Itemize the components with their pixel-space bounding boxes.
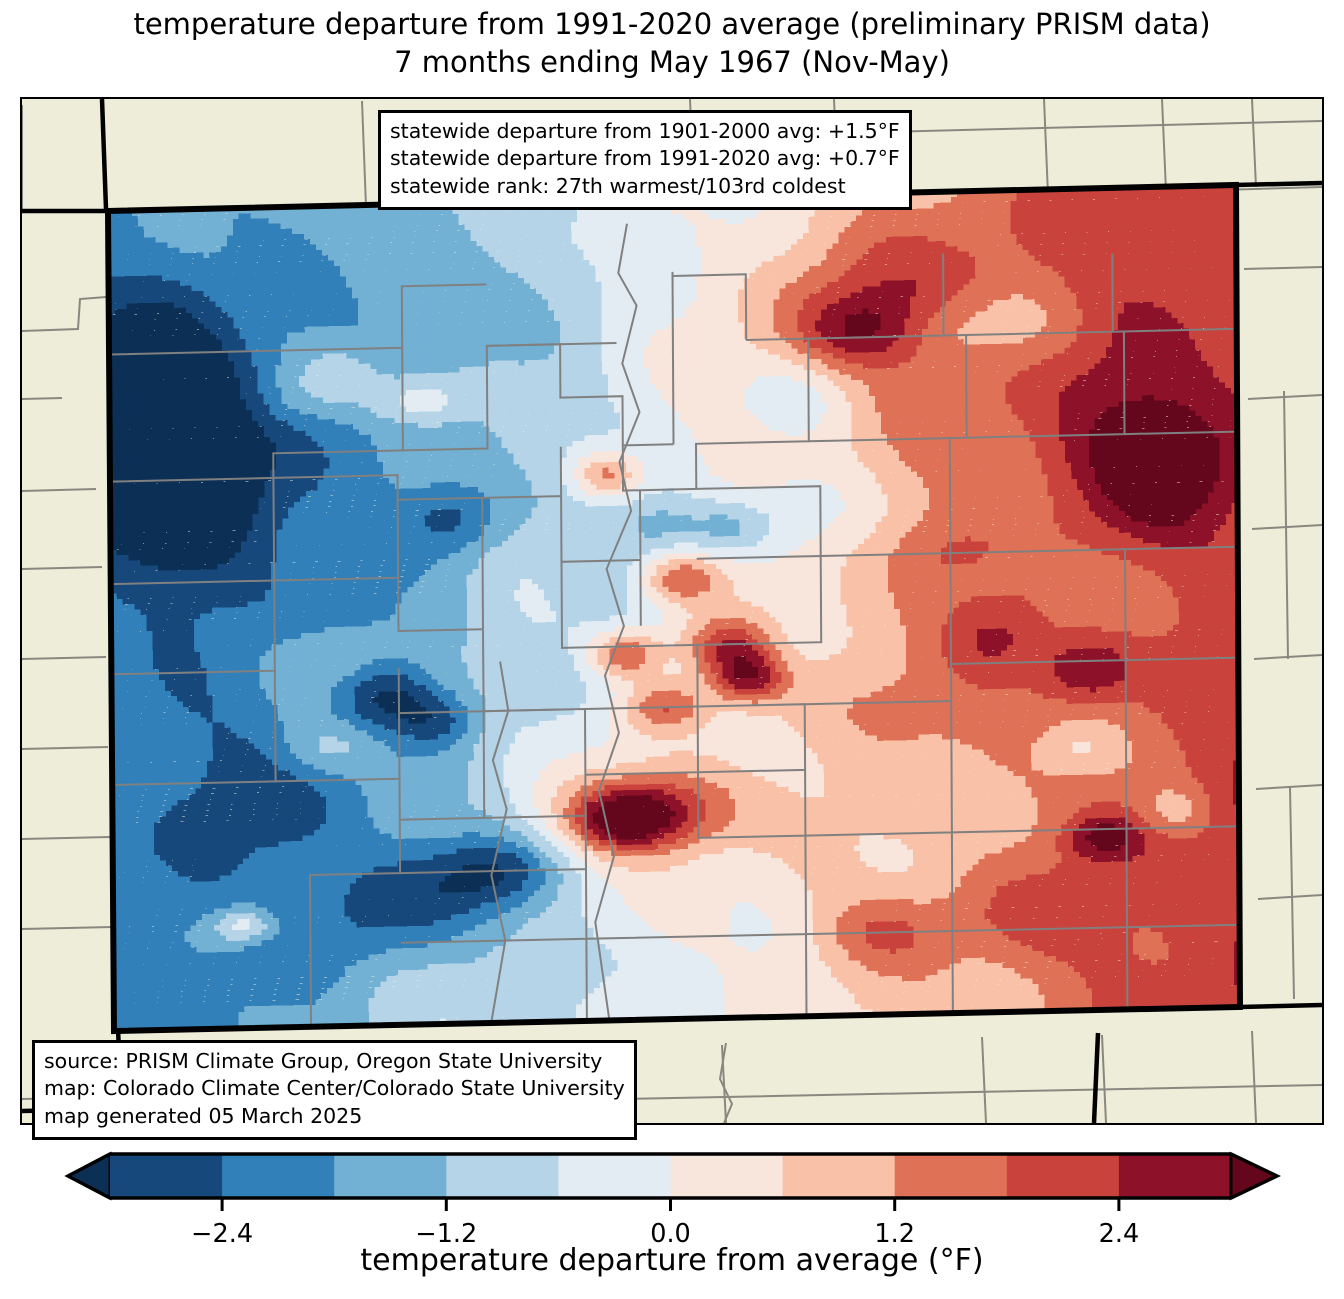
colorbar-tick-label: −2.4 (191, 1219, 253, 1246)
county-line (951, 930, 954, 1014)
neighbor-county-line (22, 656, 113, 930)
colorbar-tick-label: −1.2 (415, 1219, 477, 1246)
county-line (397, 495, 562, 501)
county-line (397, 577, 484, 633)
county-line (948, 438, 952, 665)
county-line (639, 490, 642, 626)
stats-line-1: statewide departure from 1901-2000 avg: … (390, 119, 900, 143)
neighbor-state-line (1239, 1002, 1322, 1010)
county-line (696, 554, 823, 646)
neighbor-state-line (1235, 180, 1322, 188)
colorbar-band (670, 1154, 784, 1198)
neighbor-county-line (1283, 390, 1295, 1000)
county-line (804, 700, 952, 706)
county-line (746, 337, 810, 444)
county-line (585, 938, 588, 1021)
county-line (584, 705, 698, 710)
county-line (1124, 430, 1238, 436)
colorbar-band (222, 1154, 335, 1198)
source-line-2: map: Colorado Climate Center/Colorado St… (44, 1076, 625, 1101)
colorbar-axis-label: temperature departure from average (°F) (360, 1243, 984, 1278)
neighbor-state-line (99, 99, 109, 210)
colorbar-under-arrow (64, 1151, 112, 1201)
colorbar-band (558, 1154, 672, 1198)
county-line (109, 449, 403, 483)
county-line (696, 485, 822, 557)
colorbar-band (1006, 1154, 1120, 1198)
county-line (671, 271, 675, 445)
neighbor-state-line (1091, 1032, 1101, 1123)
source-line-3: map generated 05 March 2025 (44, 1103, 363, 1128)
title-line-2: 7 months ending May 1967 (Nov-May) (394, 44, 950, 79)
colorbar-band (110, 1154, 223, 1198)
colorbar-tick-label: 0.0 (650, 1219, 691, 1246)
county-line (672, 273, 748, 341)
colorbar-band (334, 1154, 447, 1198)
stats-line-2: statewide departure from 1991-2020 avg: … (390, 146, 900, 171)
title-line-1: temperature departure from 1991-2020 ave… (133, 7, 1211, 41)
colorado-county-lines (108, 223, 1240, 1027)
source-line-1: source: PRISM Climate Group, Oregon Stat… (44, 1049, 603, 1073)
neighbor-county-line (718, 1042, 734, 1123)
county-line (273, 474, 400, 582)
colorbar-band (782, 1154, 896, 1198)
colorbar-band (1118, 1154, 1232, 1198)
county-line (1125, 656, 1239, 662)
county-line (1112, 327, 1237, 333)
county-line (481, 497, 484, 630)
county-line (483, 707, 587, 819)
page-title: temperature departure from 1991-2020 ave… (0, 6, 1344, 81)
statewide-stats-box: statewide departure from 1901-2000 avg: … (378, 110, 912, 210)
colorbar-tick-label: 2.4 (1099, 1219, 1140, 1246)
county-line (111, 580, 276, 676)
county-line (805, 934, 808, 1017)
map-panel (20, 97, 1324, 1125)
county-line (1124, 545, 1238, 551)
colorbar-over-arrow (1229, 1151, 1281, 1201)
county-line (594, 223, 641, 1021)
colorbar-outline (64, 1152, 1281, 1200)
county-line (400, 283, 487, 348)
county-line (943, 253, 1114, 337)
county-line (112, 780, 276, 786)
neighbor-county-line (22, 296, 107, 570)
colorbar-tick-label: 1.2 (874, 1219, 915, 1246)
county-line (309, 944, 312, 1027)
county-line (697, 769, 807, 839)
county-line (398, 710, 484, 715)
county-line (397, 667, 401, 779)
county-line (1126, 825, 1240, 830)
county-line (820, 552, 951, 557)
source-attribution-box: source: PRISM Climate Group, Oregon Stat… (32, 1040, 637, 1140)
county-line (490, 661, 510, 1024)
county-line (308, 778, 402, 945)
colorbar: −2.4 −1.2 0.0 1.2 2.4 (0, 1146, 1344, 1249)
county-line (697, 703, 807, 774)
colorado-temperature-departure-map (22, 99, 1322, 1123)
county-line (1126, 923, 1240, 929)
colorbar-band (894, 1154, 1008, 1198)
colorbar-svg: −2.4 −1.2 0.0 1.2 2.4 (64, 1151, 1281, 1249)
county-line (560, 561, 698, 649)
county-line (950, 548, 1127, 665)
county-line (486, 343, 674, 447)
colorbar-band (446, 1154, 559, 1198)
stats-line-3: statewide rank: 27th warmest/103rd colde… (390, 173, 846, 198)
